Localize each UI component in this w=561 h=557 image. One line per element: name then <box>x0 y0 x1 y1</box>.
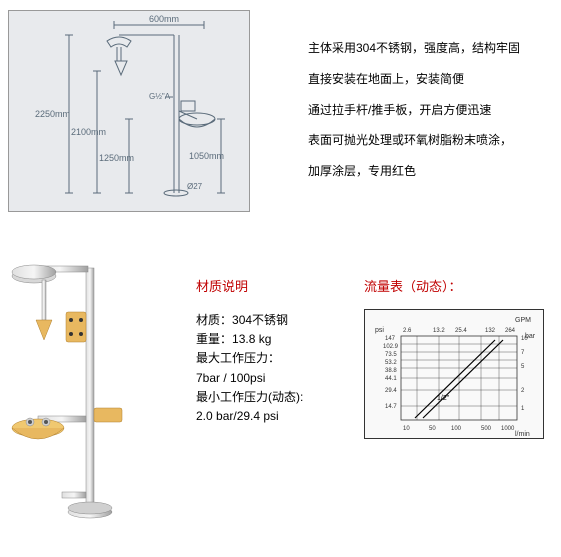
svg-text:147: 147 <box>385 336 396 342</box>
spec-weight: 重量：13.8 kg <box>196 330 336 349</box>
dim-h-bowl: 1250mm <box>99 153 134 163</box>
svg-text:psi: psi <box>375 327 384 334</box>
spec-block: 材质说明 材质：304不锈钢 重量：13.8 kg 最大工作压力： 7bar /… <box>196 250 336 530</box>
spec-max-p-value: 7bar / 100psi <box>196 369 336 388</box>
dim-h-total: 2250mm <box>35 109 70 119</box>
feature-item: 主体采用304不锈钢，强度高，结构牢固 <box>308 40 520 57</box>
dim-width: 600mm <box>149 14 179 24</box>
svg-text:132: 132 <box>485 328 496 334</box>
flow-block: 流量表（动态）： GPM psi bar l/min <box>364 250 544 530</box>
curve-label: 1/2" <box>437 395 450 402</box>
svg-text:50: 50 <box>429 426 436 432</box>
spec-title: 材质说明 <box>196 276 336 295</box>
svg-text:264: 264 <box>505 328 516 334</box>
flow-chart: GPM psi bar l/min <box>364 309 544 439</box>
svg-text:53.2: 53.2 <box>385 360 397 366</box>
svg-text:1000: 1000 <box>501 426 515 432</box>
svg-text:1: 1 <box>521 406 525 412</box>
dimension-diagram: 600mm <box>8 10 250 212</box>
product-render <box>8 250 148 530</box>
svg-text:GPM: GPM <box>515 317 531 324</box>
svg-text:14.7: 14.7 <box>385 404 397 410</box>
svg-text:2.6: 2.6 <box>403 328 412 334</box>
base-d: Ø27 <box>187 182 203 191</box>
spec-min-p-value: 2.0 bar/29.4 psi <box>196 407 336 426</box>
dim-h-handle: 2100mm <box>71 127 106 137</box>
spec-max-p-label: 最大工作压力： <box>196 349 336 368</box>
svg-text:73.5: 73.5 <box>385 352 397 358</box>
svg-text:102.9: 102.9 <box>383 344 399 350</box>
svg-text:100: 100 <box>451 426 462 432</box>
svg-text:44.1: 44.1 <box>385 376 397 382</box>
feature-item: 表面可抛光处理或环氧树脂粉末喷涂， <box>308 132 520 149</box>
feature-item: 通过拉手杆/推手板，开启方便迅速 <box>308 102 520 119</box>
spec-min-p-label: 最小工作压力(动态): <box>196 388 336 407</box>
svg-text:5: 5 <box>521 364 525 370</box>
svg-text:l/min: l/min <box>515 431 530 438</box>
feature-item: 直接安装在地面上，安装简便 <box>308 71 520 88</box>
svg-text:29.4: 29.4 <box>385 388 397 394</box>
svg-text:13.2: 13.2 <box>433 328 445 334</box>
svg-text:38.8: 38.8 <box>385 368 397 374</box>
feature-item: 加厚涂层，专用红色 <box>308 163 520 180</box>
svg-text:10: 10 <box>403 426 410 432</box>
svg-text:2: 2 <box>521 388 525 394</box>
features-list: 主体采用304不锈钢，强度高，结构牢固 直接安装在地面上，安装简便 通过拉手杆/… <box>308 10 520 212</box>
svg-text:25.4: 25.4 <box>455 328 467 334</box>
spec-material: 材质：304不锈钢 <box>196 311 336 330</box>
flow-title: 流量表（动态）： <box>364 276 544 295</box>
svg-text:10: 10 <box>521 336 528 342</box>
dim-h-base: 1050mm <box>189 151 224 161</box>
svg-text:7: 7 <box>521 350 525 356</box>
svg-text:500: 500 <box>481 426 492 432</box>
